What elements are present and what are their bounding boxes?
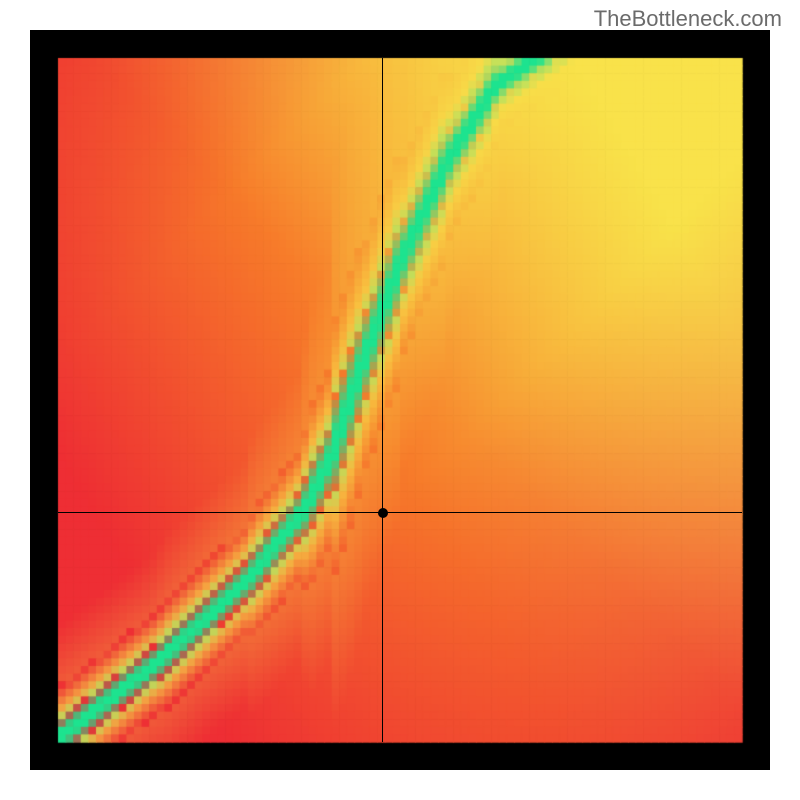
crosshair-marker [378,508,388,518]
heatmap-canvas [30,30,770,770]
plot-frame [30,30,770,770]
watermark-text: TheBottleneck.com [594,6,782,32]
figure-container: TheBottleneck.com [0,0,800,800]
crosshair-horizontal [58,512,742,513]
crosshair-vertical [382,58,383,742]
